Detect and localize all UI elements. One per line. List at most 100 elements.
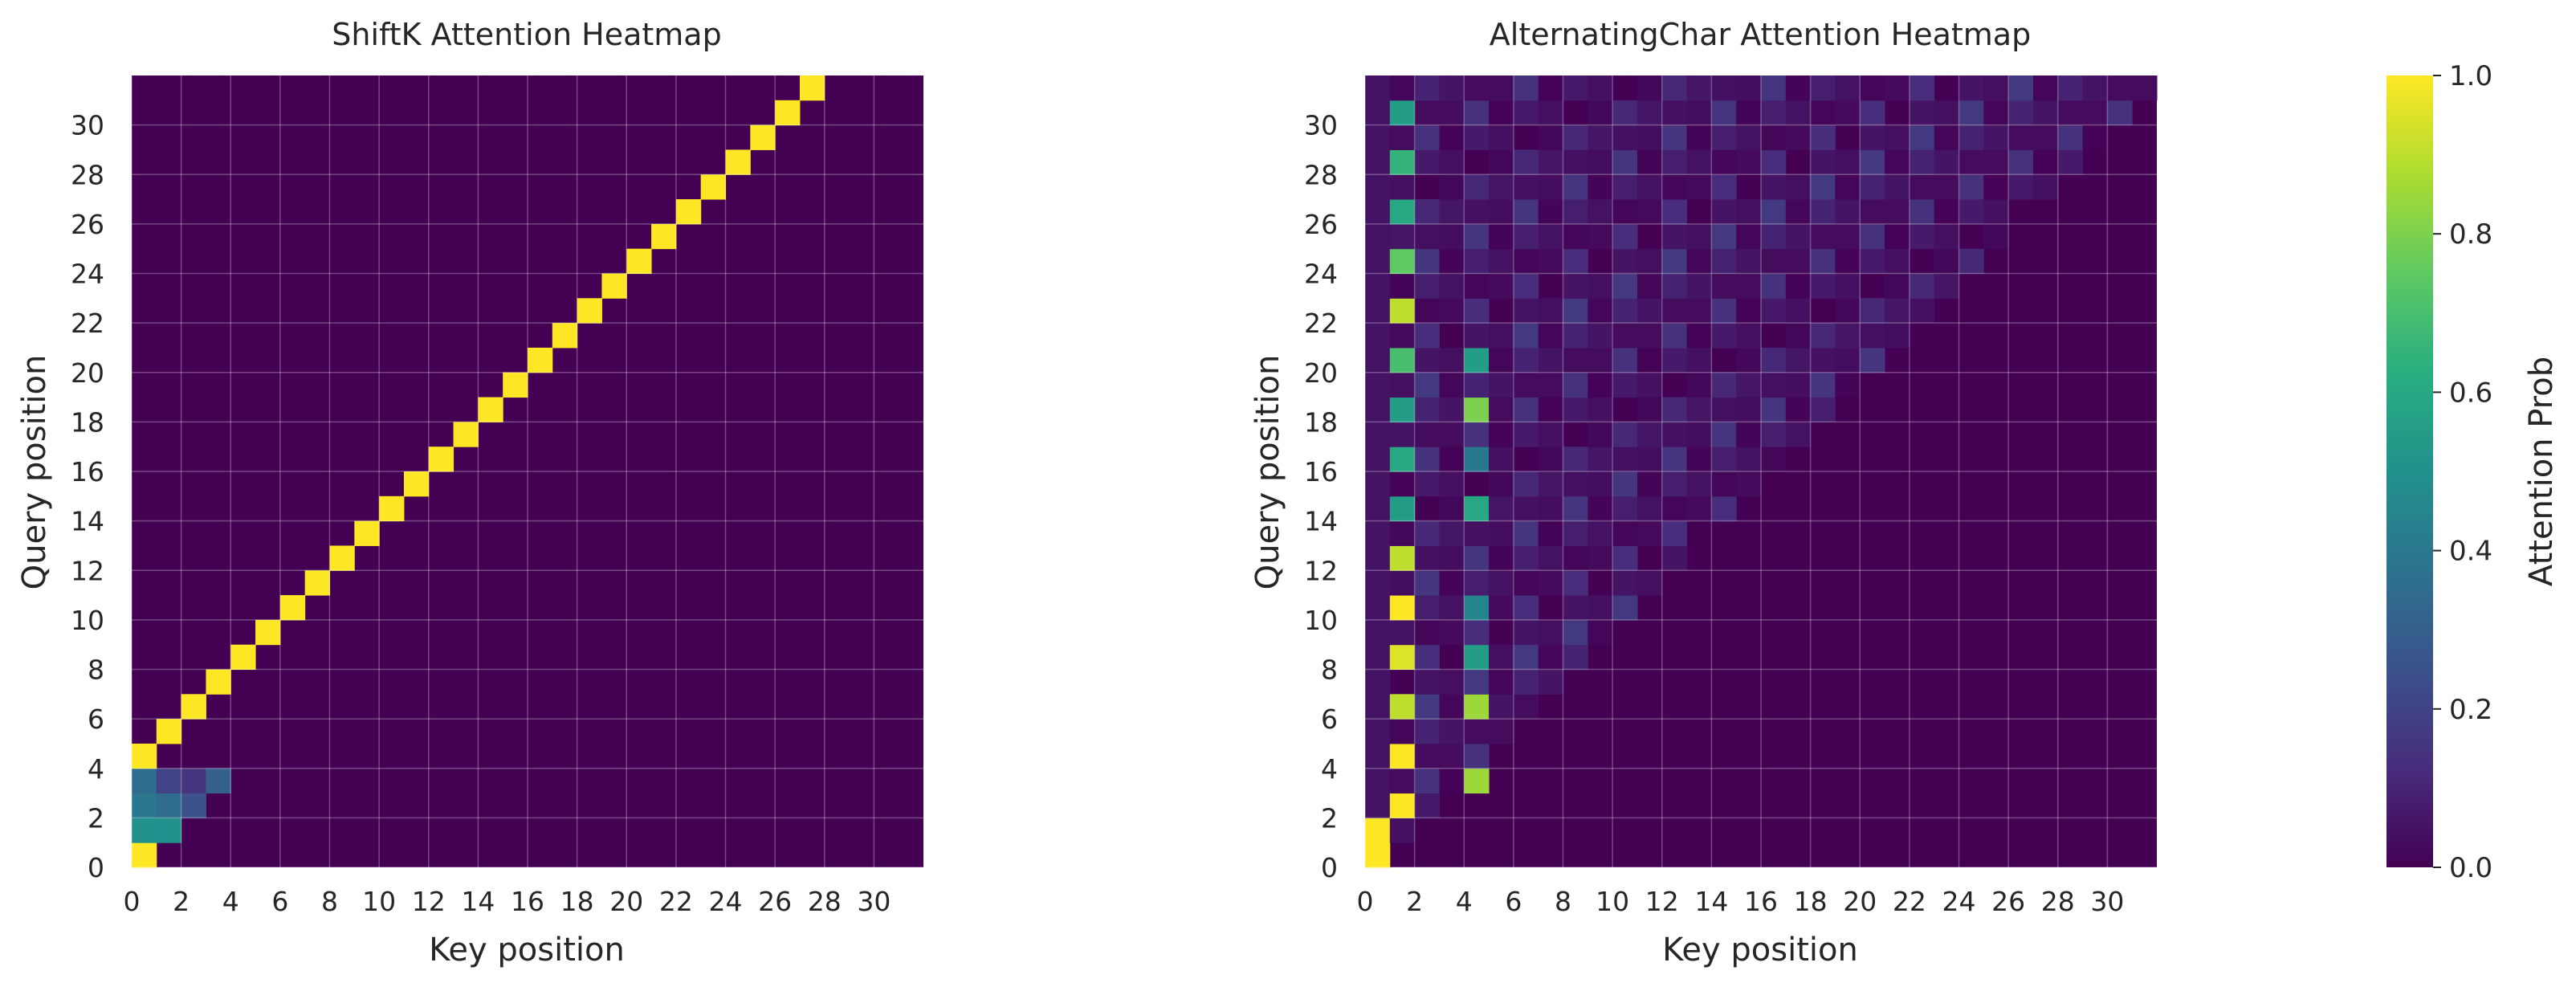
heatmap-cell — [1389, 644, 1416, 670]
heatmap-cell — [1513, 298, 1539, 324]
heatmap-cell — [1934, 174, 1959, 200]
heatmap-cell — [1810, 323, 1836, 349]
heatmap-cell — [354, 520, 380, 546]
heatmap-cell — [1538, 422, 1563, 447]
x-tick-label: 24 — [1942, 886, 1976, 917]
heatmap-cell — [1711, 323, 1737, 349]
heatmap-cell — [1909, 149, 1935, 175]
heatmap-cell — [1588, 545, 1613, 571]
heatmap-cell — [1736, 248, 1762, 274]
heatmap-cell — [1414, 669, 1440, 695]
heatmap-cell — [132, 768, 157, 794]
heatmap-cell — [1761, 174, 1787, 200]
heatmap-cell — [1563, 199, 1588, 225]
heatmap-cell — [1464, 298, 1490, 324]
heatmap-cell — [279, 595, 306, 621]
heatmap-cell — [1588, 347, 1613, 373]
heatmap-cell — [1612, 447, 1638, 472]
heatmap-cell — [1785, 199, 1812, 225]
heatmap-cell — [1810, 248, 1836, 274]
heatmap-cell — [1365, 273, 1391, 299]
heatmap-cell — [1464, 223, 1490, 250]
heatmap-cell — [1860, 199, 1885, 225]
x-tick-label: 26 — [758, 886, 792, 917]
colorbar-tick-label: 0.6 — [2449, 377, 2492, 409]
heatmap-cell — [1365, 793, 1391, 818]
heatmap-cell — [1439, 471, 1465, 497]
heatmap-cell — [1439, 570, 1465, 596]
heatmap-cell — [181, 768, 206, 794]
heatmap-cell — [1810, 372, 1836, 398]
heatmap-cell — [1612, 223, 1638, 250]
heatmap-cell — [1538, 149, 1563, 175]
heatmap-cell — [1686, 248, 1712, 274]
heatmap-cell — [1686, 124, 1712, 150]
heatmap-cell — [1686, 298, 1712, 324]
heatmap-cell — [1414, 223, 1440, 250]
heatmap-cell — [1513, 323, 1539, 349]
heatmap-cell — [1588, 273, 1613, 299]
heatmap-cell — [1389, 223, 1416, 250]
y-tick-label: 26 — [1304, 209, 1338, 240]
heatmap-cell — [1414, 595, 1440, 621]
heatmap-cell — [1785, 100, 1812, 126]
heatmap-cell — [1489, 199, 1514, 225]
heatmap-cell — [1563, 397, 1588, 422]
heatmap-cell — [1736, 447, 1762, 472]
heatmap-cell — [1588, 595, 1613, 621]
heatmap-cell — [1439, 545, 1465, 571]
heatmap-cell — [1513, 545, 1539, 571]
heatmap-cell — [1414, 545, 1440, 571]
heatmap-cell — [1489, 223, 1514, 250]
heatmap-left-x-ticks: 0 2 4 6 8 10 12 14 16 18 20 22 24 26 28 30 — [124, 886, 891, 917]
y-tick-label: 2 — [1321, 802, 1338, 834]
y-tick-label: 18 — [1304, 406, 1338, 438]
heatmap-cell — [1439, 100, 1465, 126]
heatmap-cell — [1909, 174, 1935, 200]
x-tick-label: 26 — [1991, 886, 2025, 917]
heatmap-cell — [1513, 273, 1539, 299]
x-tick-label: 22 — [1893, 886, 1926, 917]
heatmap-cell — [255, 619, 281, 646]
heatmap-cell — [1612, 471, 1638, 497]
heatmap-cell — [1885, 298, 1910, 324]
heatmap-right-cells — [1365, 75, 2158, 868]
y-tick-label: 16 — [1304, 456, 1338, 487]
heatmap-cell — [1711, 199, 1737, 225]
heatmap-cell — [1711, 124, 1737, 150]
x-tick-label: 28 — [808, 886, 842, 917]
heatmap-cell — [626, 248, 652, 274]
heatmap-cell — [1860, 75, 1885, 101]
heatmap-cell — [1810, 397, 1836, 422]
heatmap-cell — [1439, 248, 1465, 274]
heatmap-cell — [1365, 669, 1391, 695]
heatmap-cell — [1563, 174, 1588, 200]
heatmap-cell — [1464, 694, 1490, 720]
heatmap-cell — [1934, 248, 1959, 274]
heatmap-cell — [1636, 174, 1663, 200]
heatmap-cell — [1810, 273, 1836, 299]
heatmap-cell — [1513, 619, 1539, 646]
heatmap-cell — [1414, 471, 1440, 497]
heatmap-cell — [1885, 149, 1910, 175]
heatmap-cell — [1934, 100, 1959, 126]
heatmap-cell — [1835, 75, 1861, 101]
heatmap-cell — [1588, 323, 1613, 349]
heatmap-cell — [1686, 447, 1712, 472]
heatmap-cell — [2057, 75, 2084, 101]
heatmap-cell — [1563, 149, 1588, 175]
y-tick-label: 12 — [1304, 555, 1338, 586]
x-tick-label: 12 — [412, 886, 446, 917]
heatmap-cell — [1686, 174, 1712, 200]
x-tick-label: 30 — [2090, 886, 2124, 917]
heatmap-right-xlabel: Key position — [1662, 932, 1858, 969]
heatmap-cell — [1513, 199, 1539, 225]
heatmap-cell — [1414, 694, 1440, 720]
heatmap-cell — [1934, 124, 1959, 150]
heatmap-cell — [1612, 199, 1638, 225]
heatmap-cell — [1810, 199, 1836, 225]
heatmap-cell — [1513, 75, 1539, 101]
heatmap-cell — [1563, 644, 1588, 670]
heatmap-cell — [1513, 397, 1539, 422]
